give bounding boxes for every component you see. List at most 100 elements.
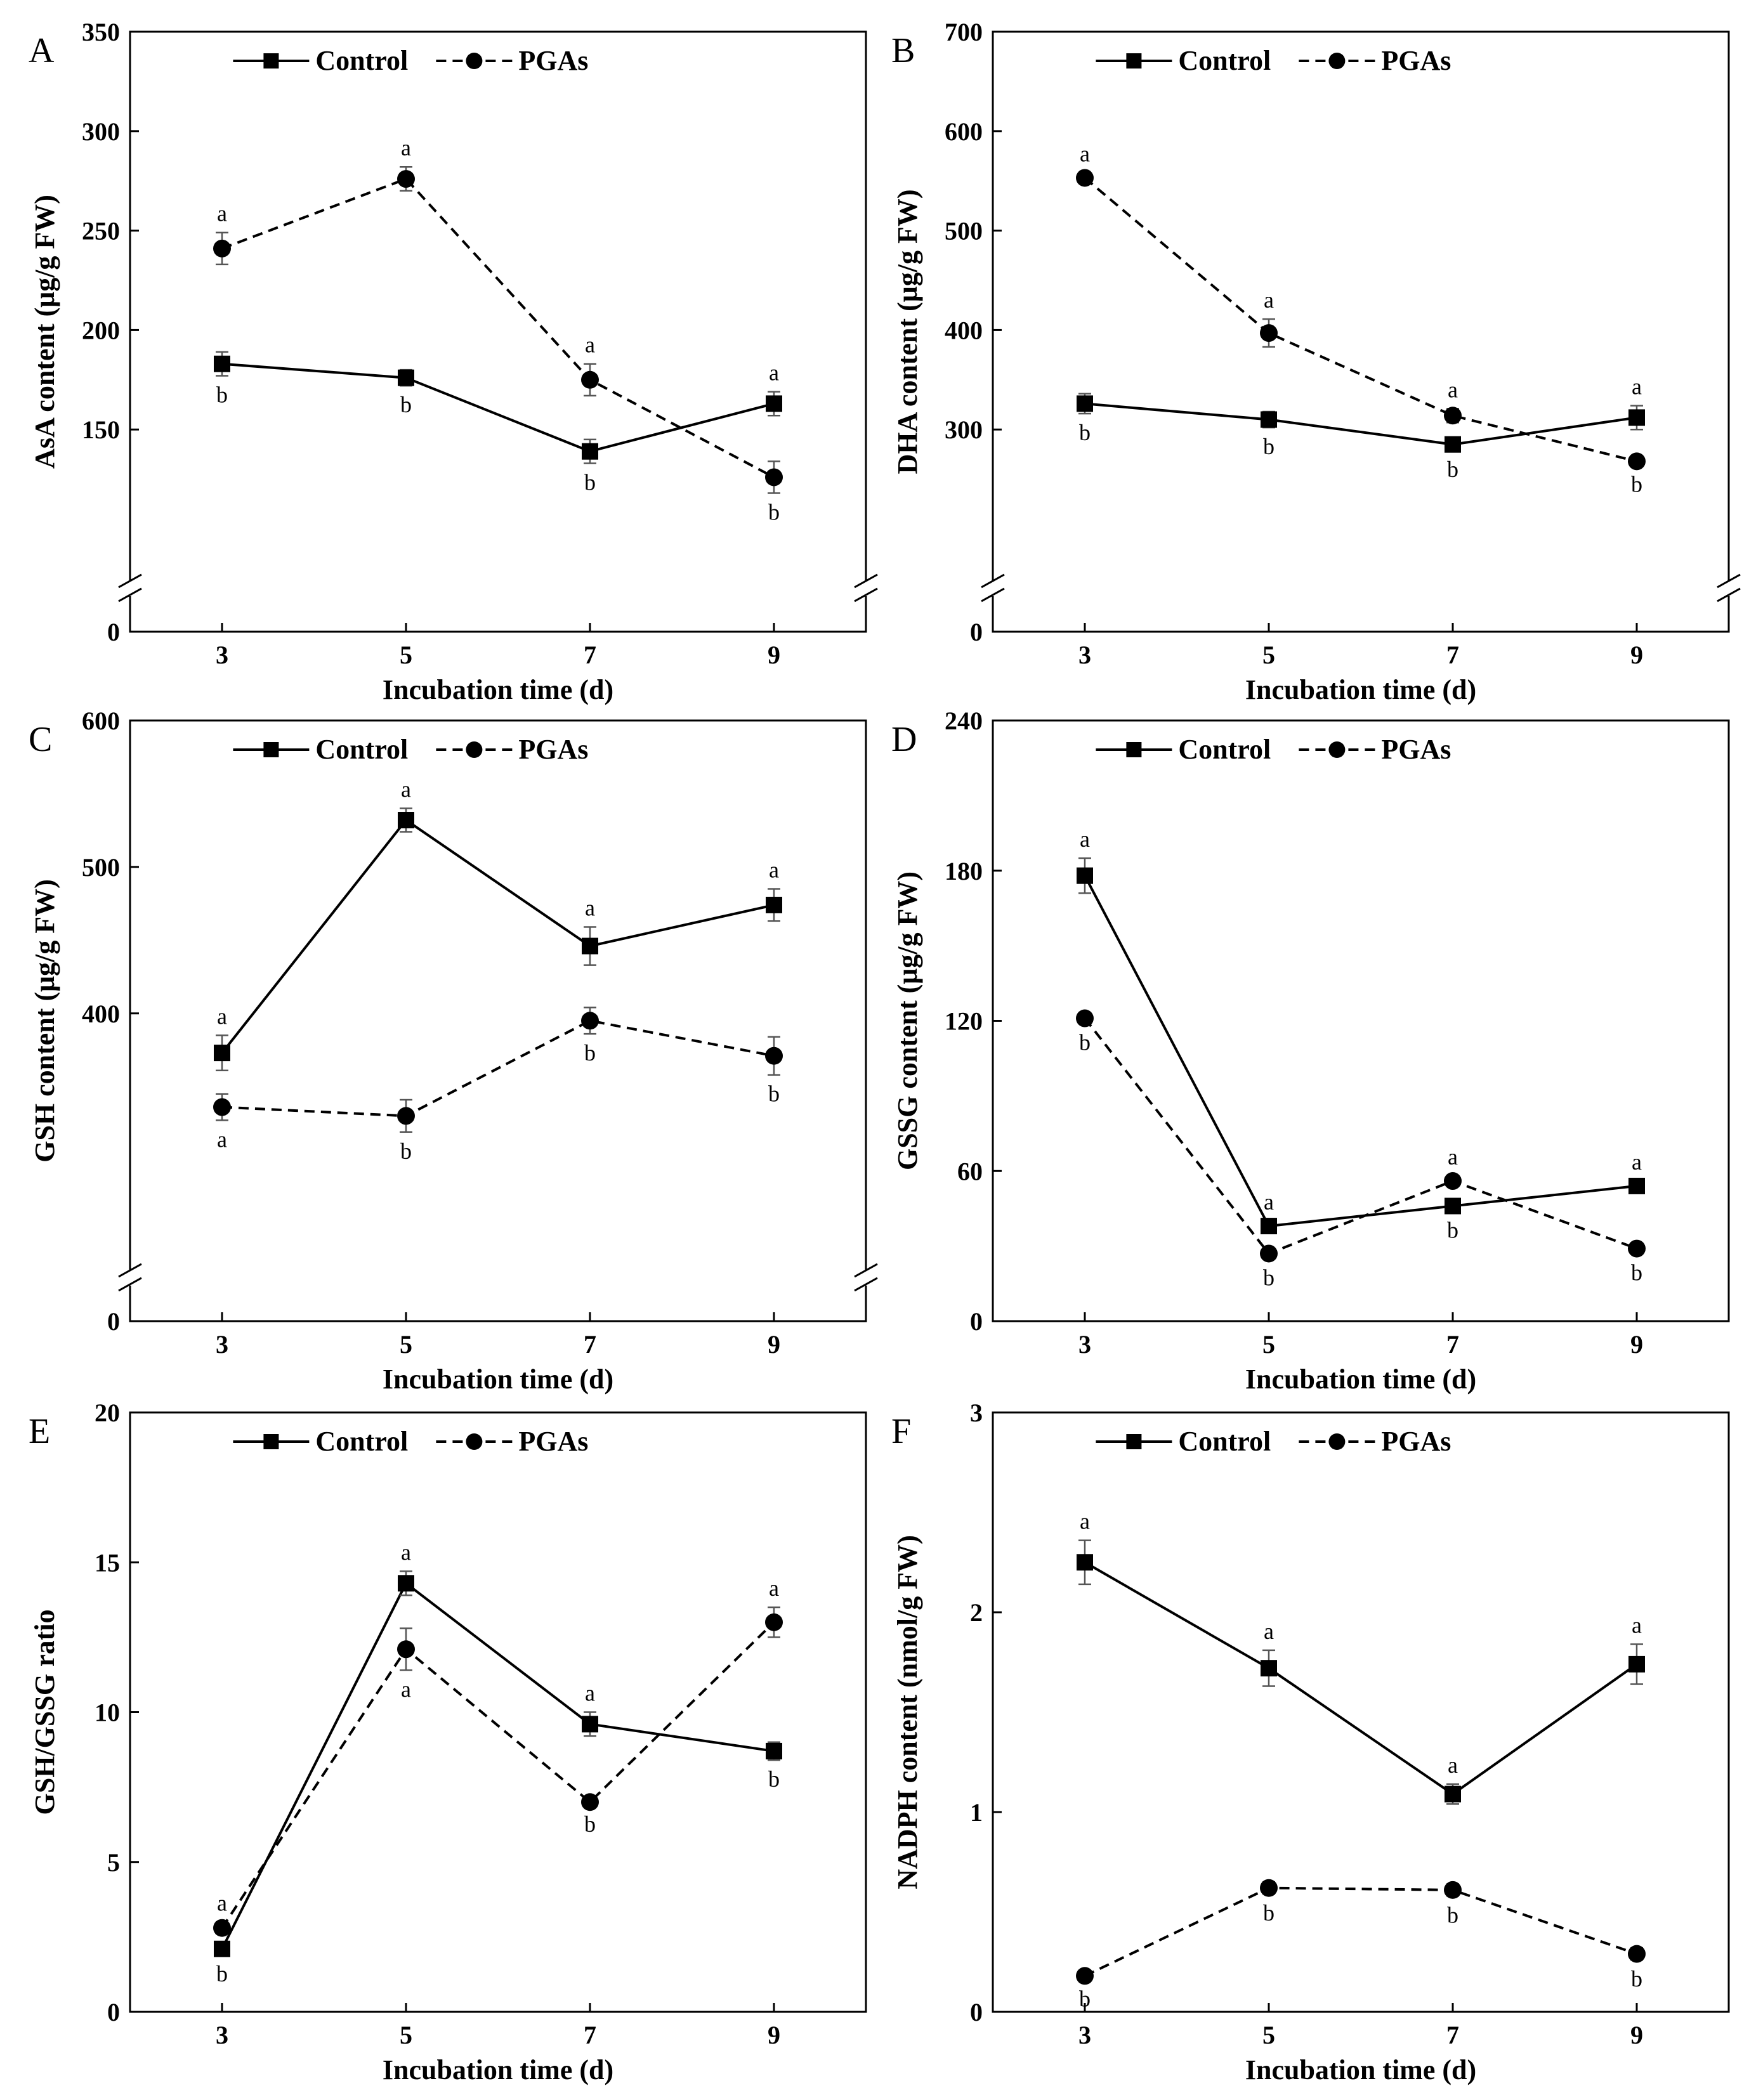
significance-letter: a bbox=[1264, 287, 1274, 313]
data-point-circle bbox=[1260, 324, 1278, 342]
y-tick-label: 20 bbox=[95, 1399, 120, 1427]
plot-frame bbox=[992, 719, 1730, 1322]
y-tick-label: 10 bbox=[95, 1699, 120, 1727]
y-axis-title: AsA content (μg/g FW) bbox=[29, 195, 60, 469]
data-point-square bbox=[1445, 436, 1461, 453]
significance-letter: b bbox=[1263, 1265, 1274, 1290]
legend-control-label: Control bbox=[1178, 1426, 1271, 1457]
significance-letter: a bbox=[1448, 1144, 1458, 1170]
data-point-circle bbox=[1260, 1879, 1278, 1897]
x-tick-label: 9 bbox=[1630, 1330, 1643, 1359]
data-point-circle bbox=[765, 1613, 783, 1631]
y-tick-label: 700 bbox=[945, 18, 983, 46]
series-line bbox=[1084, 1886, 1637, 1978]
series-control: b b b a bbox=[1077, 374, 1645, 482]
significance-letter: a bbox=[1264, 1619, 1274, 1644]
x-tick-label: 3 bbox=[216, 2021, 228, 2049]
legend-control-label: Control bbox=[315, 734, 408, 765]
data-point-square bbox=[1261, 1660, 1277, 1677]
significance-letter: a bbox=[585, 896, 595, 921]
series-line bbox=[1084, 176, 1637, 463]
axis-break-mark bbox=[118, 587, 142, 603]
legend-square-marker bbox=[263, 1434, 279, 1449]
legend-circle-marker bbox=[1328, 741, 1346, 758]
legend-square-marker bbox=[1126, 53, 1142, 68]
x-tick-label: 3 bbox=[216, 1330, 228, 1359]
x-tick-label: 5 bbox=[400, 641, 412, 669]
significance-letter: a bbox=[769, 1575, 779, 1601]
panel-letter: A bbox=[29, 31, 55, 70]
data-point-circle bbox=[1628, 1239, 1646, 1258]
y-tick-label: 5 bbox=[107, 1848, 120, 1877]
series-control: a a a a bbox=[1077, 1509, 1645, 1805]
data-point-circle bbox=[765, 1047, 783, 1065]
axis-break-mark bbox=[854, 587, 878, 603]
significance-letter: a bbox=[217, 201, 227, 226]
y-axis-title: GSH/GSSG ratio bbox=[29, 1610, 60, 1815]
significance-letter: a bbox=[217, 1003, 227, 1029]
y-tick-label: 60 bbox=[957, 1157, 983, 1185]
significance-letter: b bbox=[1447, 1217, 1458, 1242]
legend-square-marker bbox=[263, 742, 279, 757]
legend-circle-marker bbox=[1328, 53, 1346, 69]
data-point-square bbox=[582, 937, 598, 955]
panel-letter: C bbox=[29, 720, 52, 759]
plot-frame bbox=[992, 1411, 1730, 2013]
data-point-square bbox=[766, 896, 782, 913]
data-point-square bbox=[1077, 1554, 1093, 1571]
x-axis-title: Incubation time (d) bbox=[383, 674, 613, 705]
data-point-circle bbox=[213, 239, 231, 258]
data-point-circle bbox=[1444, 1172, 1462, 1190]
y-tick-label: 600 bbox=[945, 117, 983, 146]
data-point-square bbox=[214, 355, 230, 372]
x-axis-title: Incubation time (d) bbox=[1245, 1364, 1476, 1395]
significance-letter: a bbox=[217, 1890, 227, 1915]
y-tick-label: 300 bbox=[945, 415, 983, 444]
series-pgas: b b b b bbox=[1076, 1879, 1646, 2012]
plot-frame bbox=[129, 30, 867, 633]
chart-panel-b: 0 300 400 500 600 700 3 5 7 9 Incubation time (d) D… bbox=[891, 18, 1741, 705]
legend-control-label: Control bbox=[315, 1426, 408, 1457]
significance-letter: b bbox=[1447, 457, 1458, 482]
data-point-circle bbox=[1628, 452, 1646, 471]
x-axis-title: Incubation time (d) bbox=[1245, 674, 1476, 705]
y-tick-label: 150 bbox=[82, 415, 120, 444]
data-point-square bbox=[1628, 1655, 1645, 1673]
data-point-square bbox=[766, 1742, 782, 1759]
significance-letter: a bbox=[769, 858, 779, 883]
series-line bbox=[221, 177, 775, 479]
axis-break-mark bbox=[981, 587, 1005, 603]
series-pgas: a b b b bbox=[213, 1007, 783, 1164]
significance-letter: a bbox=[1080, 826, 1090, 852]
y-tick-label: 1 bbox=[970, 1798, 983, 1827]
x-tick-label: 7 bbox=[1446, 641, 1459, 669]
significance-letter: b bbox=[584, 1811, 596, 1837]
panel-letter: D bbox=[891, 720, 917, 759]
significance-letter: a bbox=[217, 1126, 227, 1152]
data-point-circle bbox=[1076, 169, 1094, 187]
significance-letter: b bbox=[1631, 1966, 1642, 1992]
y-axis-title: DHA content (μg/g FW) bbox=[892, 189, 923, 474]
y-tick-label: 250 bbox=[82, 217, 120, 245]
significance-letter: b bbox=[584, 1040, 596, 1066]
significance-letter: a bbox=[769, 360, 779, 386]
legend-square-marker bbox=[263, 53, 279, 68]
y-tick-label: 0 bbox=[970, 1307, 983, 1336]
significance-letter: b bbox=[400, 392, 412, 417]
y-tick-label: 0 bbox=[107, 618, 120, 646]
series-line bbox=[1084, 402, 1637, 446]
data-point-square bbox=[214, 1045, 230, 1062]
significance-letter: b bbox=[1263, 1900, 1274, 1926]
data-point-circle bbox=[581, 1793, 599, 1811]
data-point-square bbox=[1261, 411, 1277, 428]
series-pgas: a a b a bbox=[213, 1575, 783, 1937]
data-point-circle bbox=[397, 170, 415, 188]
x-tick-label: 7 bbox=[584, 641, 596, 669]
data-point-square bbox=[398, 369, 414, 386]
x-tick-label: 9 bbox=[1630, 641, 1643, 669]
significance-letter: b bbox=[1447, 1902, 1458, 1927]
significance-letter: a bbox=[585, 332, 595, 358]
axis-break-mark bbox=[854, 1277, 878, 1292]
significance-letter: b bbox=[1079, 420, 1091, 445]
significance-letter: b bbox=[768, 1766, 780, 1792]
